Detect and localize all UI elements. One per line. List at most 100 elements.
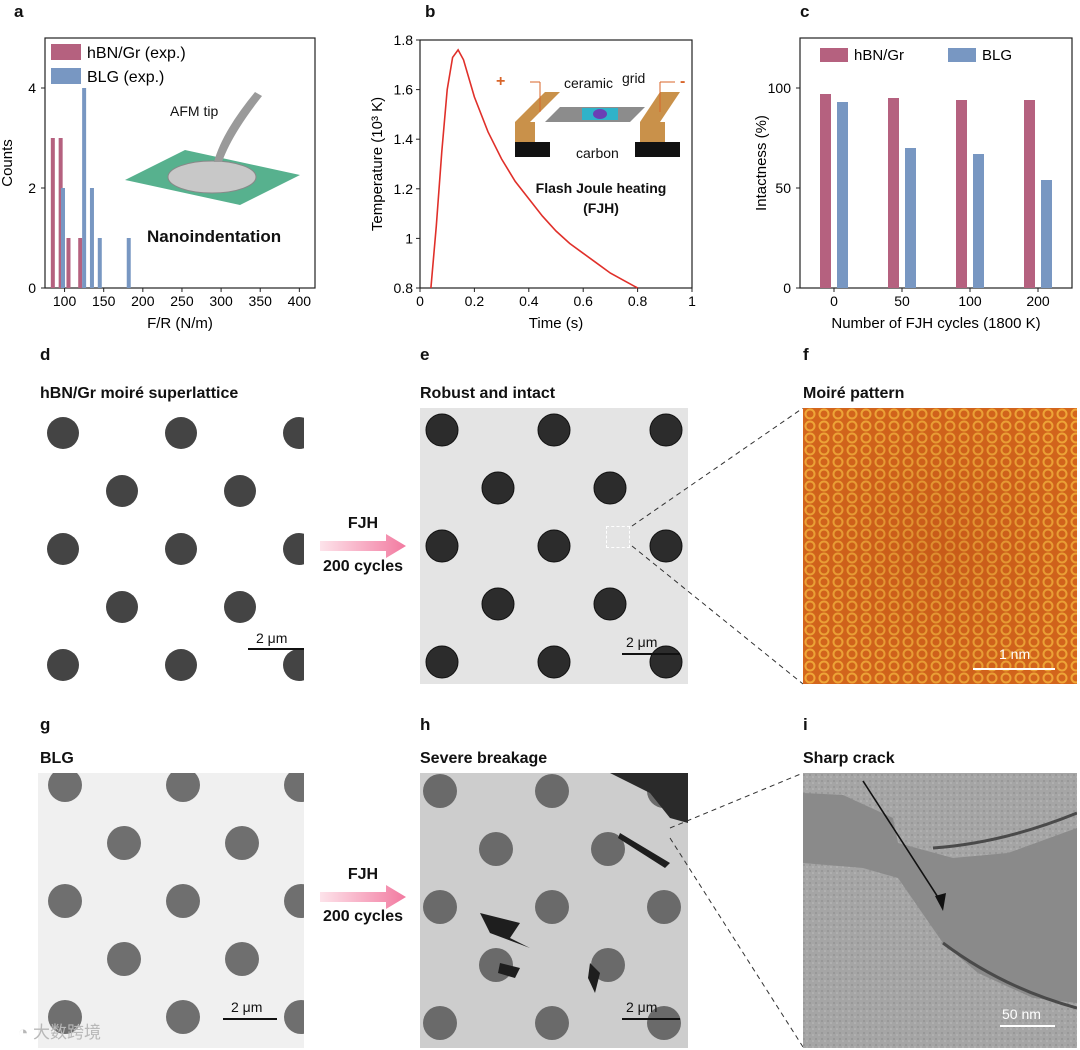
bar-c xyxy=(905,148,916,288)
hole xyxy=(593,471,627,505)
y-tick-label-a: 2 xyxy=(28,180,36,196)
hole xyxy=(47,649,79,681)
hole xyxy=(107,942,141,976)
nanoindentation-inset xyxy=(125,92,300,205)
hole xyxy=(423,1006,457,1040)
panel-label-c: c xyxy=(800,2,810,21)
y-axis-label-c: Intactness (%) xyxy=(753,115,770,211)
title-d: hBN/Gr moiré superlattice xyxy=(40,385,239,402)
x-tick-label-c: 0 xyxy=(830,293,838,309)
arrow-bottom-line1: FJH xyxy=(347,866,379,883)
hole xyxy=(537,529,571,563)
zoom-line-bottom-hi xyxy=(669,837,804,1048)
chart-a: 100 150 200 250 300 350 400 0 2 4 F/R (N/m) Counts h… xyxy=(0,37,316,332)
legend-label-a: BLG (exp.) xyxy=(87,69,164,86)
x-tick-label-b: 1 xyxy=(688,293,696,309)
hole xyxy=(224,591,256,623)
hole xyxy=(48,773,82,802)
x-tick-label-b: 0.2 xyxy=(465,293,485,309)
x-tick-label-b: 0.8 xyxy=(628,293,648,309)
zoom-box xyxy=(606,526,630,548)
hole xyxy=(48,884,82,918)
zoom-lines-hi xyxy=(669,773,804,1048)
plot-frame-c xyxy=(799,37,1073,289)
x-tick-label-a: 300 xyxy=(209,293,233,309)
scalebar-e-line xyxy=(622,653,680,656)
y-tick-label-a: 0 xyxy=(28,280,36,296)
grid-dot xyxy=(593,109,607,119)
bar-a xyxy=(66,238,71,288)
scalebar-h-label: 2 μm xyxy=(626,999,658,1015)
x-tick-label-b: 0.4 xyxy=(519,293,539,309)
hole xyxy=(649,413,683,447)
x-tick-label-a: 350 xyxy=(249,293,273,309)
right-base xyxy=(635,142,680,157)
legend-swatch-a xyxy=(51,68,81,84)
scalebar-f-label: 1 nm xyxy=(999,646,1031,662)
y-axis-label-a: Counts xyxy=(0,139,16,187)
zoom-line-top-hi xyxy=(669,773,804,829)
hole xyxy=(166,884,200,918)
y-tick-label-c: 50 xyxy=(775,180,791,196)
hole xyxy=(165,417,197,449)
hole xyxy=(537,645,571,679)
bar-a xyxy=(50,138,55,288)
fjh-caption-line2: (FJH) xyxy=(583,200,619,216)
hole xyxy=(425,413,459,447)
moire-pattern xyxy=(803,408,1077,684)
scalebar-i-line xyxy=(1000,1025,1055,1028)
hole xyxy=(647,1006,681,1040)
bar-c xyxy=(1041,180,1052,288)
hole-array-g xyxy=(48,773,304,1034)
hole xyxy=(225,942,259,976)
x-tick-label-c: 200 xyxy=(1026,293,1050,309)
inset-plus: + xyxy=(496,73,506,90)
inset-grid-label: grid xyxy=(622,70,646,86)
hole xyxy=(165,649,197,681)
panel-label-a: a xyxy=(14,2,24,21)
y-tick-label-a: 4 xyxy=(28,80,36,96)
hole xyxy=(535,1006,569,1040)
panel-label-g: g xyxy=(40,715,51,734)
y-tick-label-c: 100 xyxy=(768,80,792,96)
hole xyxy=(47,533,79,565)
y-tick-label-b: 1.2 xyxy=(394,181,414,197)
hole xyxy=(537,413,571,447)
hole xyxy=(593,587,627,621)
hole xyxy=(481,471,515,505)
legend-label-c: hBN/Gr xyxy=(854,47,904,64)
x-tick-label-a: 200 xyxy=(131,293,155,309)
bar-a xyxy=(58,138,63,288)
plot-frame-b xyxy=(419,39,693,289)
hole xyxy=(47,417,79,449)
crack-tem xyxy=(803,773,1077,1048)
x-tick-label-c: 100 xyxy=(958,293,982,309)
panel-label-e: e xyxy=(420,345,430,364)
bar-c xyxy=(1024,100,1035,288)
arrow-top-line2: 200 cycles xyxy=(322,558,404,575)
arrow-bottom-icon xyxy=(320,885,406,909)
title-e: Robust and intact xyxy=(420,385,556,402)
image-f: 1 nm xyxy=(803,408,1077,684)
bar-a xyxy=(78,238,83,288)
hole xyxy=(284,1000,304,1034)
x-axis-label-a: F/R (N/m) xyxy=(147,315,213,332)
hole xyxy=(225,826,259,860)
hole xyxy=(106,591,138,623)
y-axis-label-b: Temperature (10³ K) xyxy=(369,97,386,231)
panel-label-f: f xyxy=(803,345,809,364)
scalebar-e-label: 2 μm xyxy=(626,634,658,650)
scalebar-f-line xyxy=(973,668,1055,671)
scalebar-d-line xyxy=(248,648,304,651)
fjh-caption-line1: Flash Joule heating xyxy=(535,180,667,196)
title-i: Sharp crack xyxy=(803,750,895,767)
x-tick-label-a: 250 xyxy=(170,293,194,309)
crack-arrow-head xyxy=(935,893,946,911)
hole xyxy=(591,832,625,866)
title-g: BLG xyxy=(40,750,74,767)
watermark-text: ◔ 大数跨境 xyxy=(18,1018,101,1043)
scalebar-i-label: 50 nm xyxy=(1002,1006,1041,1022)
legend-label-c: BLG xyxy=(982,47,1012,64)
arrow-top-line1: FJH xyxy=(347,515,379,532)
hole xyxy=(284,884,304,918)
